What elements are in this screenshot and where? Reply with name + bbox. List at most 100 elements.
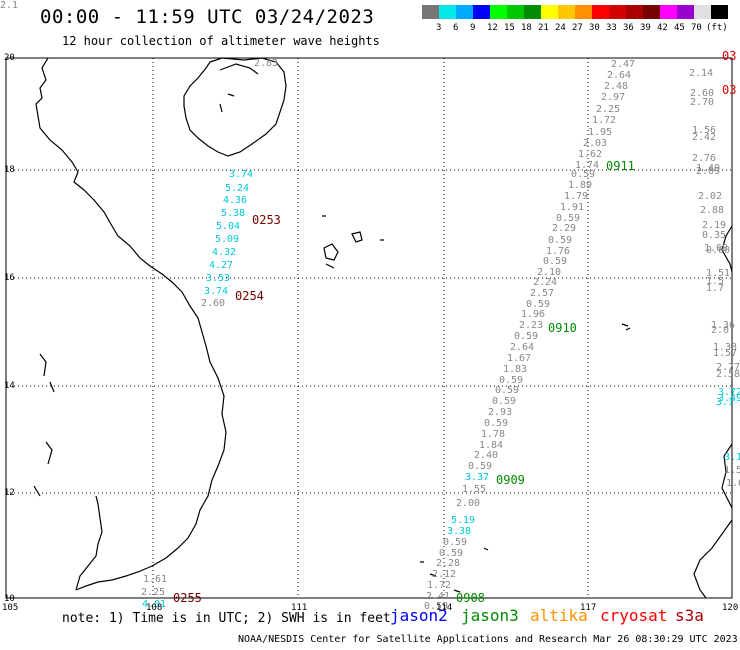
wave-height-value: 1.62 xyxy=(578,149,602,160)
wave-height-value: 2.93 xyxy=(488,407,512,418)
pass-time-label: 0254 xyxy=(235,289,264,303)
wave-height-value: 2.25 xyxy=(141,587,165,598)
satellite-jason2: jason2 xyxy=(390,606,448,625)
scale-label: 70 xyxy=(691,23,702,33)
pass-time-label: 0911 xyxy=(606,159,635,173)
scale-swatch xyxy=(609,5,626,19)
wave-height-value: 1.33 xyxy=(713,342,737,353)
scale-label: 12 xyxy=(487,23,498,33)
wave-height-value: 5.19 xyxy=(451,515,475,526)
wave-height-value: 2.41 xyxy=(426,591,450,602)
wave-height-value: 2.58 xyxy=(716,369,740,380)
longitude-label: 105 xyxy=(2,603,18,613)
wave-height-value: 0.59 xyxy=(526,299,550,310)
scale-label: 6 xyxy=(453,23,459,33)
satellite-cryosat: cryosat xyxy=(600,606,668,625)
wave-height-value: 2.12 xyxy=(432,569,456,580)
hainan-inner-coast xyxy=(219,63,259,113)
wave-height-value: 1.78 xyxy=(481,429,505,440)
latitude-label: 10 xyxy=(4,594,15,604)
paracel-islands-3 xyxy=(322,215,384,269)
scale-label: 36 xyxy=(623,23,634,33)
wave-height-value: 2.77 xyxy=(716,362,740,373)
wave-height-value: 2.24 xyxy=(533,277,557,288)
wave-height-value: 5.09 xyxy=(215,234,239,245)
map-title: 00:00 - 11:59 UTC 03/24/2023 xyxy=(40,6,375,28)
scale-swatch xyxy=(626,5,643,19)
pass-time-label: 0910 xyxy=(548,321,577,335)
wave-height-value: 2.60 xyxy=(690,88,714,99)
scale-swatch xyxy=(558,5,575,19)
scale-swatch xyxy=(711,5,728,19)
longitude-label: 111 xyxy=(291,603,307,613)
scale-swatch xyxy=(660,5,677,19)
wave-height-value: 2.10 xyxy=(537,267,561,278)
wave-height-value: 2.42 xyxy=(692,132,716,143)
wave-height-value: 1.49 xyxy=(696,163,720,174)
wave-height-value: 1.76 xyxy=(546,246,570,257)
wave-height-value: 1.72 xyxy=(592,115,616,126)
wave-height-value: 3.18 xyxy=(724,452,740,463)
wave-height-value: 2.03 xyxy=(583,138,607,149)
scale-label: 21 xyxy=(538,23,549,33)
wave-height-value: 5.04 xyxy=(216,221,240,232)
wave-height-value: 0.59 xyxy=(468,461,492,472)
latitude-label: 18 xyxy=(4,165,15,175)
wave-height-value: 5.38 xyxy=(221,208,245,219)
scale-swatch xyxy=(575,5,592,19)
satellite-s3a: s3a xyxy=(675,606,704,625)
vietnam-coast xyxy=(35,57,227,591)
scale-label: 9 xyxy=(470,23,476,33)
wave-height-labels: 2.83 3.74 5.244.36 5.38 5.04 5.09 4.32 4.27 3.53… xyxy=(0,0,740,612)
wave-height-value: 1.56 xyxy=(692,125,716,136)
wave-height-value: 1.84 xyxy=(479,440,503,451)
wave-height-value: 2.83 xyxy=(254,58,278,69)
scale-swatch xyxy=(473,5,490,19)
scale-label: 30 xyxy=(589,23,600,33)
scale-label: (ft) xyxy=(706,23,728,33)
paracel-islands-1 xyxy=(323,243,339,261)
wave-height-value: 0.59 xyxy=(514,331,538,342)
scale-swatch xyxy=(524,5,541,19)
wave-height-value: 3.72 xyxy=(718,387,740,398)
scale-swatch xyxy=(677,5,694,19)
wave-height-value: 2.76 xyxy=(692,153,716,164)
wave-height-value: 2.02 xyxy=(698,191,722,202)
wave-height-value: 3.1 xyxy=(716,397,734,408)
wave-height-value: 3.74 xyxy=(229,169,253,180)
wave-height-value: 0.60 xyxy=(706,245,730,256)
latitude-label: 14 xyxy=(4,381,15,391)
longitude-label: 120 xyxy=(722,603,738,613)
wave-height-value: 0.59 xyxy=(443,537,467,548)
wave-height-value: 1.74 xyxy=(575,160,599,171)
wave-height-value: 2.28 xyxy=(436,558,460,569)
wave-height-value: 2.25 xyxy=(596,104,620,115)
wave-height-value: 0.59 xyxy=(499,375,523,386)
wave-height-value: 2.40 xyxy=(474,450,498,461)
scale-label: 18 xyxy=(521,23,532,33)
wave-height-value: 2.97 xyxy=(601,92,625,103)
scale-label: 3 xyxy=(436,23,442,33)
wave-height-value: 1.95 xyxy=(588,127,612,138)
scale-label: 33 xyxy=(606,23,617,33)
wave-height-value: 0.59 xyxy=(492,396,516,407)
wave-height-value: 0.35 xyxy=(702,230,726,241)
latitude-label: 12 xyxy=(4,488,15,498)
pass-time-label: 03 xyxy=(722,83,736,97)
wave-height-value: 1.36 xyxy=(711,320,735,331)
scale-label: 39 xyxy=(640,23,651,33)
wave-height-value: 1.83 xyxy=(503,364,527,375)
wave-height-value: 3.49 xyxy=(718,393,740,404)
wave-height-value: 2.23 xyxy=(519,320,543,331)
wave-height-value: 1.51 xyxy=(706,268,730,279)
wave-height-value: 0.59 xyxy=(495,385,519,396)
wave-height-value: 1.96 xyxy=(521,309,545,320)
wave-height-value: 1.5 xyxy=(724,465,740,476)
wave-height-value: 2.88 xyxy=(700,205,724,216)
wave-height-value: 2.29 xyxy=(552,223,576,234)
wave-height-value: 2.70 xyxy=(690,97,714,108)
wave-height-value: 1.6 xyxy=(726,478,740,489)
wave-height-value: 0.59 xyxy=(543,256,567,267)
wave-height-value: 1.5 xyxy=(706,276,724,287)
